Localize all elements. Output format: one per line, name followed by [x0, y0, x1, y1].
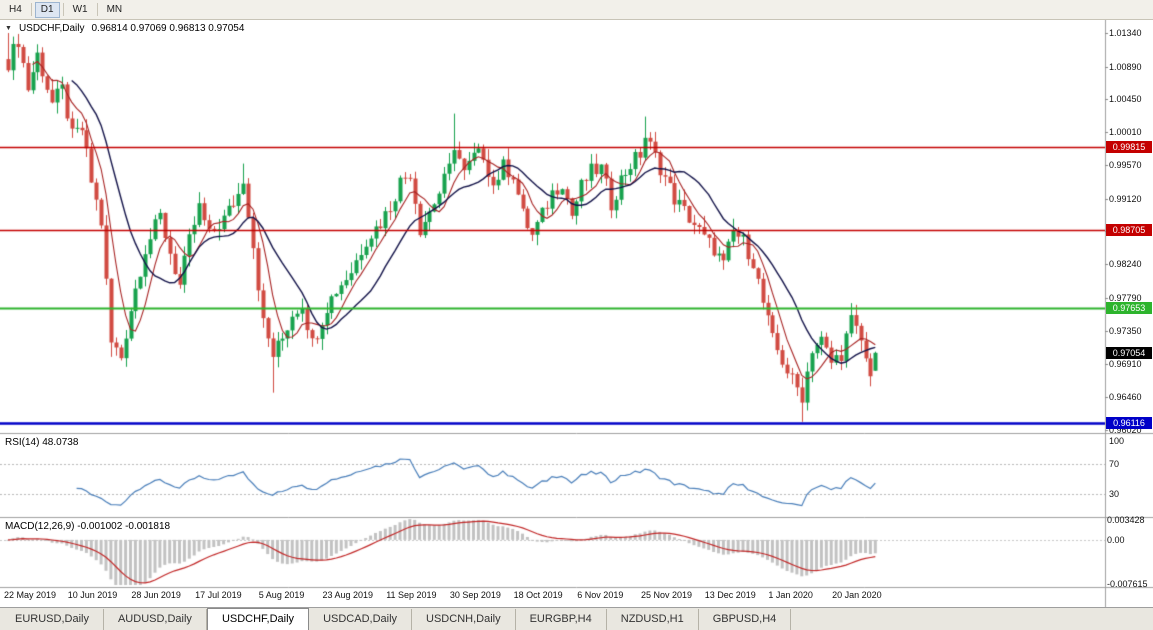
date-axis-label: 28 Jun 2019 [131, 590, 181, 600]
chart-ohlc-values: 0.96814 0.97069 0.96813 0.97054 [91, 23, 245, 34]
price-axis-label: 0.96020 [1109, 424, 1142, 435]
price-axis-label: 0.97350 [1109, 325, 1142, 336]
chart-tab-eurusd[interactable]: EURUSD,Daily [1, 609, 104, 630]
chart-tab-nzdusd[interactable]: NZDUSD,H1 [606, 609, 699, 630]
price-chart-canvas[interactable] [0, 20, 1153, 607]
price-axis-label: 1.00450 [1109, 94, 1142, 105]
toolbar-separator [30, 3, 32, 16]
price-axis-label: 0.99570 [1109, 160, 1142, 171]
rsi-scale-label: 100 [1109, 436, 1125, 447]
resistance-price-tag-upper[interactable]: 0.99815 [1106, 140, 1152, 153]
toolbar-separator [62, 3, 64, 16]
current-price-tag: 0.97054 [1106, 346, 1152, 359]
price-axis-label: 1.01340 [1109, 28, 1142, 38]
date-axis-label: 13 Dec 2019 [704, 590, 756, 600]
resistance-price-tag-lower[interactable]: 0.98705 [1106, 223, 1152, 236]
chart-tab-bar: EURUSD,Daily AUDUSD,Daily USDCHF,Daily USDC… [0, 607, 1153, 630]
date-axis-label: 10 Jun 2019 [67, 590, 118, 600]
macd-scale-label: 0.00 [1107, 534, 1125, 545]
chart-tab-audusd[interactable]: AUDUSD,Daily [103, 609, 207, 630]
price-axis-label: 0.97790 [1109, 292, 1142, 303]
date-axis-label: 23 Aug 2019 [322, 590, 374, 600]
chart-title: ▼ USDCHF,Daily 0.96814 0.97069 0.96813 0… [5, 23, 244, 34]
date-axis-label: 30 Sep 2019 [449, 590, 501, 600]
timeframe-toolbar: H4 D1 W1 MN [0, 0, 1153, 20]
macd-scale-label: -0.007615 [1107, 579, 1148, 589]
timeframe-button-h4[interactable]: H4 [3, 2, 28, 18]
price-axis-label: 0.99120 [1109, 193, 1142, 204]
rsi-indicator-label: RSI(14) 48.0738 [5, 437, 79, 448]
chart-tab-usdchf[interactable]: USDCHF,Daily [206, 608, 310, 630]
price-axis-label: 1.00890 [1109, 61, 1142, 72]
date-axis-label: 25 Nov 2019 [641, 590, 693, 600]
chart-collapse-icon[interactable]: ▼ [5, 25, 12, 32]
timeframe-button-mn[interactable]: MN [101, 2, 129, 18]
price-axis-label: 0.96910 [1109, 358, 1142, 369]
rsi-scale-label: 30 [1109, 488, 1120, 499]
date-axis-label: 20 Jan 2020 [832, 590, 882, 600]
price-axis-label: 0.98240 [1109, 259, 1142, 270]
chart-area[interactable]: ▼ USDCHF,Daily 0.96814 0.97069 0.96813 0… [0, 20, 1153, 607]
chart-tab-eurgbp[interactable]: EURGBP,H4 [515, 609, 607, 630]
price-axis-label: 0.96460 [1109, 392, 1142, 403]
date-axis-label: 22 May 2019 [4, 590, 57, 600]
chart-tab-usdcnh[interactable]: USDCNH,Daily [412, 609, 516, 630]
macd-scale-label: 0.003428 [1107, 515, 1145, 525]
timeframe-button-d1[interactable]: D1 [34, 1, 60, 18]
chart-tab-gbpusd[interactable]: GBPUSD,H4 [698, 609, 792, 630]
chart-tab-usdcad[interactable]: USDCAD,Daily [309, 609, 413, 630]
date-axis-label: 17 Jul 2019 [195, 590, 242, 600]
macd-indicator-label: MACD(12,26,9) -0.001002 -0.001818 [5, 521, 171, 532]
chart-symbol-label: USDCHF,Daily [18, 23, 85, 34]
date-axis-label: 6 Nov 2019 [577, 590, 624, 600]
support-price-tag-green[interactable]: 0.97653 [1106, 302, 1152, 315]
price-axis-label: 1.00010 [1109, 127, 1142, 138]
date-axis-label: 1 Jan 2020 [768, 590, 813, 600]
support-price-tag-blue[interactable]: 0.96116 [1106, 416, 1152, 429]
date-axis-label: 11 Sep 2019 [386, 590, 437, 600]
timeframe-button-w1[interactable]: W1 [67, 2, 94, 18]
date-axis-label: 18 Oct 2019 [513, 590, 563, 600]
rsi-scale-label: 70 [1109, 458, 1120, 469]
toolbar-separator [96, 3, 98, 16]
date-axis-label: 5 Aug 2019 [258, 590, 305, 600]
